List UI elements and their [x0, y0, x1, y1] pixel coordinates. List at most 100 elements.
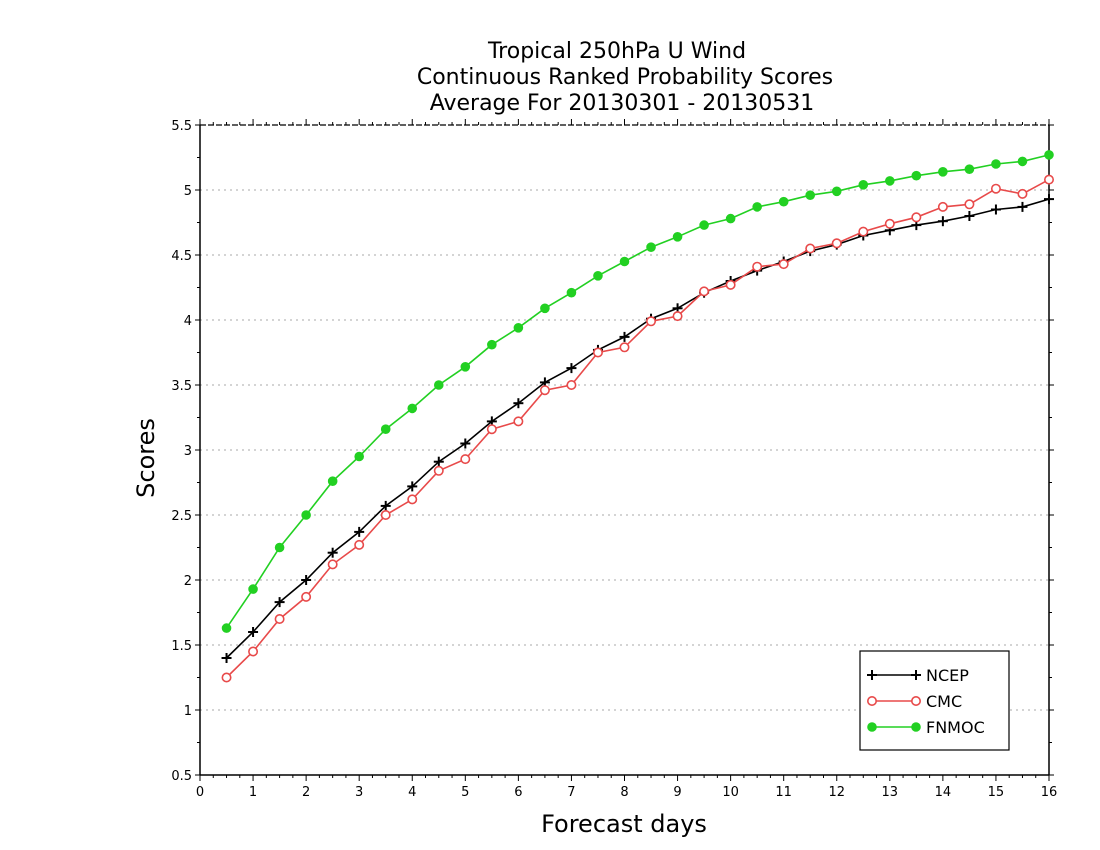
data-point-fnmoc [433, 380, 444, 390]
legend-marker-ncep [867, 670, 877, 680]
legend-marker-fnmoc [867, 722, 877, 732]
y-tick-label: 3.5 [171, 379, 192, 394]
y-tick-label: 1.5 [171, 639, 192, 654]
data-point-cmc [592, 347, 603, 358]
legend: NCEP CMC FNMOC [859, 650, 1010, 751]
data-point-fnmoc [911, 170, 922, 181]
x-tick-label: 16 [1041, 785, 1058, 800]
data-point-cmc [964, 199, 975, 210]
x-tick-label: 13 [882, 785, 899, 800]
data-point-cmc [937, 201, 948, 212]
x-tick-label: 11 [775, 785, 792, 800]
legend-label-fnmoc: FNMOC [926, 718, 985, 737]
data-point-ncep [1017, 201, 1028, 212]
data-point-fnmoc [1017, 156, 1028, 167]
axes: 0.511.522.533.544.555.50 1 2 3 4 5 6 7 8 9 10 11 12 1… [171, 119, 1057, 800]
data-point-cmc [1017, 188, 1028, 199]
data-point-cmc [221, 672, 232, 683]
chart-title: Tropical 250hPa U Wind [487, 39, 746, 64]
data-point-ncep [619, 331, 630, 342]
data-point-cmc [884, 218, 895, 229]
data-point-fnmoc [778, 196, 789, 207]
data-point-ncep [433, 456, 444, 467]
legend-marker-cmc [910, 695, 921, 706]
data-point-ncep [407, 481, 418, 492]
data-point-ncep [327, 547, 338, 558]
data-point-cmc [911, 212, 922, 223]
y-tick-label: 2 [184, 574, 192, 589]
x-tick-label: 15 [988, 785, 1005, 800]
data-point-fnmoc [566, 287, 577, 298]
data-point-fnmoc [619, 256, 630, 267]
data-point-ncep [380, 500, 391, 511]
y-tick-label: 4.5 [171, 249, 192, 264]
x-tick-label: 7 [567, 785, 575, 800]
x-tick-label: 8 [620, 785, 628, 800]
series-cmc [221, 174, 1055, 683]
data-point-fnmoc [407, 403, 418, 414]
data-point-fnmoc [646, 242, 656, 252]
data-point-cmc [539, 385, 550, 396]
data-point-cmc [380, 509, 391, 520]
data-point-fnmoc [831, 186, 842, 197]
data-point-cmc [460, 454, 471, 465]
x-tick-label: 10 [722, 785, 739, 800]
legend-marker-cmc [866, 695, 877, 706]
data-point-fnmoc [805, 190, 816, 200]
legend-item-fnmoc: FNMOC [867, 718, 985, 737]
data-point-fnmoc [858, 180, 869, 190]
data-point-ncep [1044, 194, 1054, 205]
data-point-fnmoc [938, 167, 948, 177]
series-fnmoc [221, 150, 1054, 633]
y-tick-label: 0.5 [171, 769, 192, 784]
data-point-cmc [619, 342, 630, 353]
data-point-fnmoc [672, 232, 683, 242]
series-layer [221, 150, 1055, 683]
data-point-cmc [831, 238, 842, 249]
data-point-cmc [672, 311, 683, 322]
data-point-fnmoc [540, 303, 550, 314]
data-point-cmc [513, 416, 524, 427]
legend-label-cmc: CMC [926, 692, 962, 711]
data-point-cmc [566, 379, 577, 390]
grid-lines [200, 189, 1049, 711]
data-point-ncep [566, 363, 577, 374]
series-ncep [221, 194, 1054, 663]
data-point-cmc [646, 316, 657, 327]
y-tick-label: 1 [184, 704, 192, 719]
series-line-ncep [225, 198, 1050, 659]
y-tick-label: 2.5 [171, 509, 192, 524]
data-point-cmc [990, 183, 1001, 194]
data-point-cmc [354, 539, 365, 550]
data-point-fnmoc [380, 424, 391, 435]
x-tick-label: 3 [355, 785, 363, 800]
data-point-fnmoc [274, 542, 285, 553]
data-point-ncep [354, 526, 365, 537]
data-point-cmc [274, 613, 285, 624]
data-point-cmc [699, 286, 710, 297]
data-point-fnmoc [699, 220, 709, 230]
data-point-cmc [433, 465, 444, 476]
data-point-ncep [301, 575, 312, 585]
x-tick-label: 0 [196, 785, 204, 800]
data-point-ncep [513, 398, 524, 409]
data-point-cmc [486, 424, 497, 435]
data-point-ncep [937, 216, 948, 227]
data-point-cmc [327, 559, 338, 570]
data-point-cmc [778, 259, 789, 270]
data-point-fnmoc [221, 623, 232, 633]
data-point-ncep [460, 438, 471, 449]
data-point-cmc [752, 261, 763, 272]
data-point-ncep [990, 204, 1001, 215]
legend-item-ncep: NCEP [867, 666, 969, 685]
legend-marker-fnmoc [911, 722, 921, 732]
data-point-fnmoc [725, 213, 736, 224]
data-point-ncep [248, 627, 259, 637]
x-tick-label: 2 [302, 785, 310, 800]
data-point-cmc [725, 279, 736, 290]
data-point-fnmoc [327, 476, 338, 487]
data-point-fnmoc [593, 271, 603, 281]
data-point-fnmoc [752, 202, 762, 212]
chart-subtitle-date-range: Average For 20130301 - 20130531 [430, 91, 815, 116]
